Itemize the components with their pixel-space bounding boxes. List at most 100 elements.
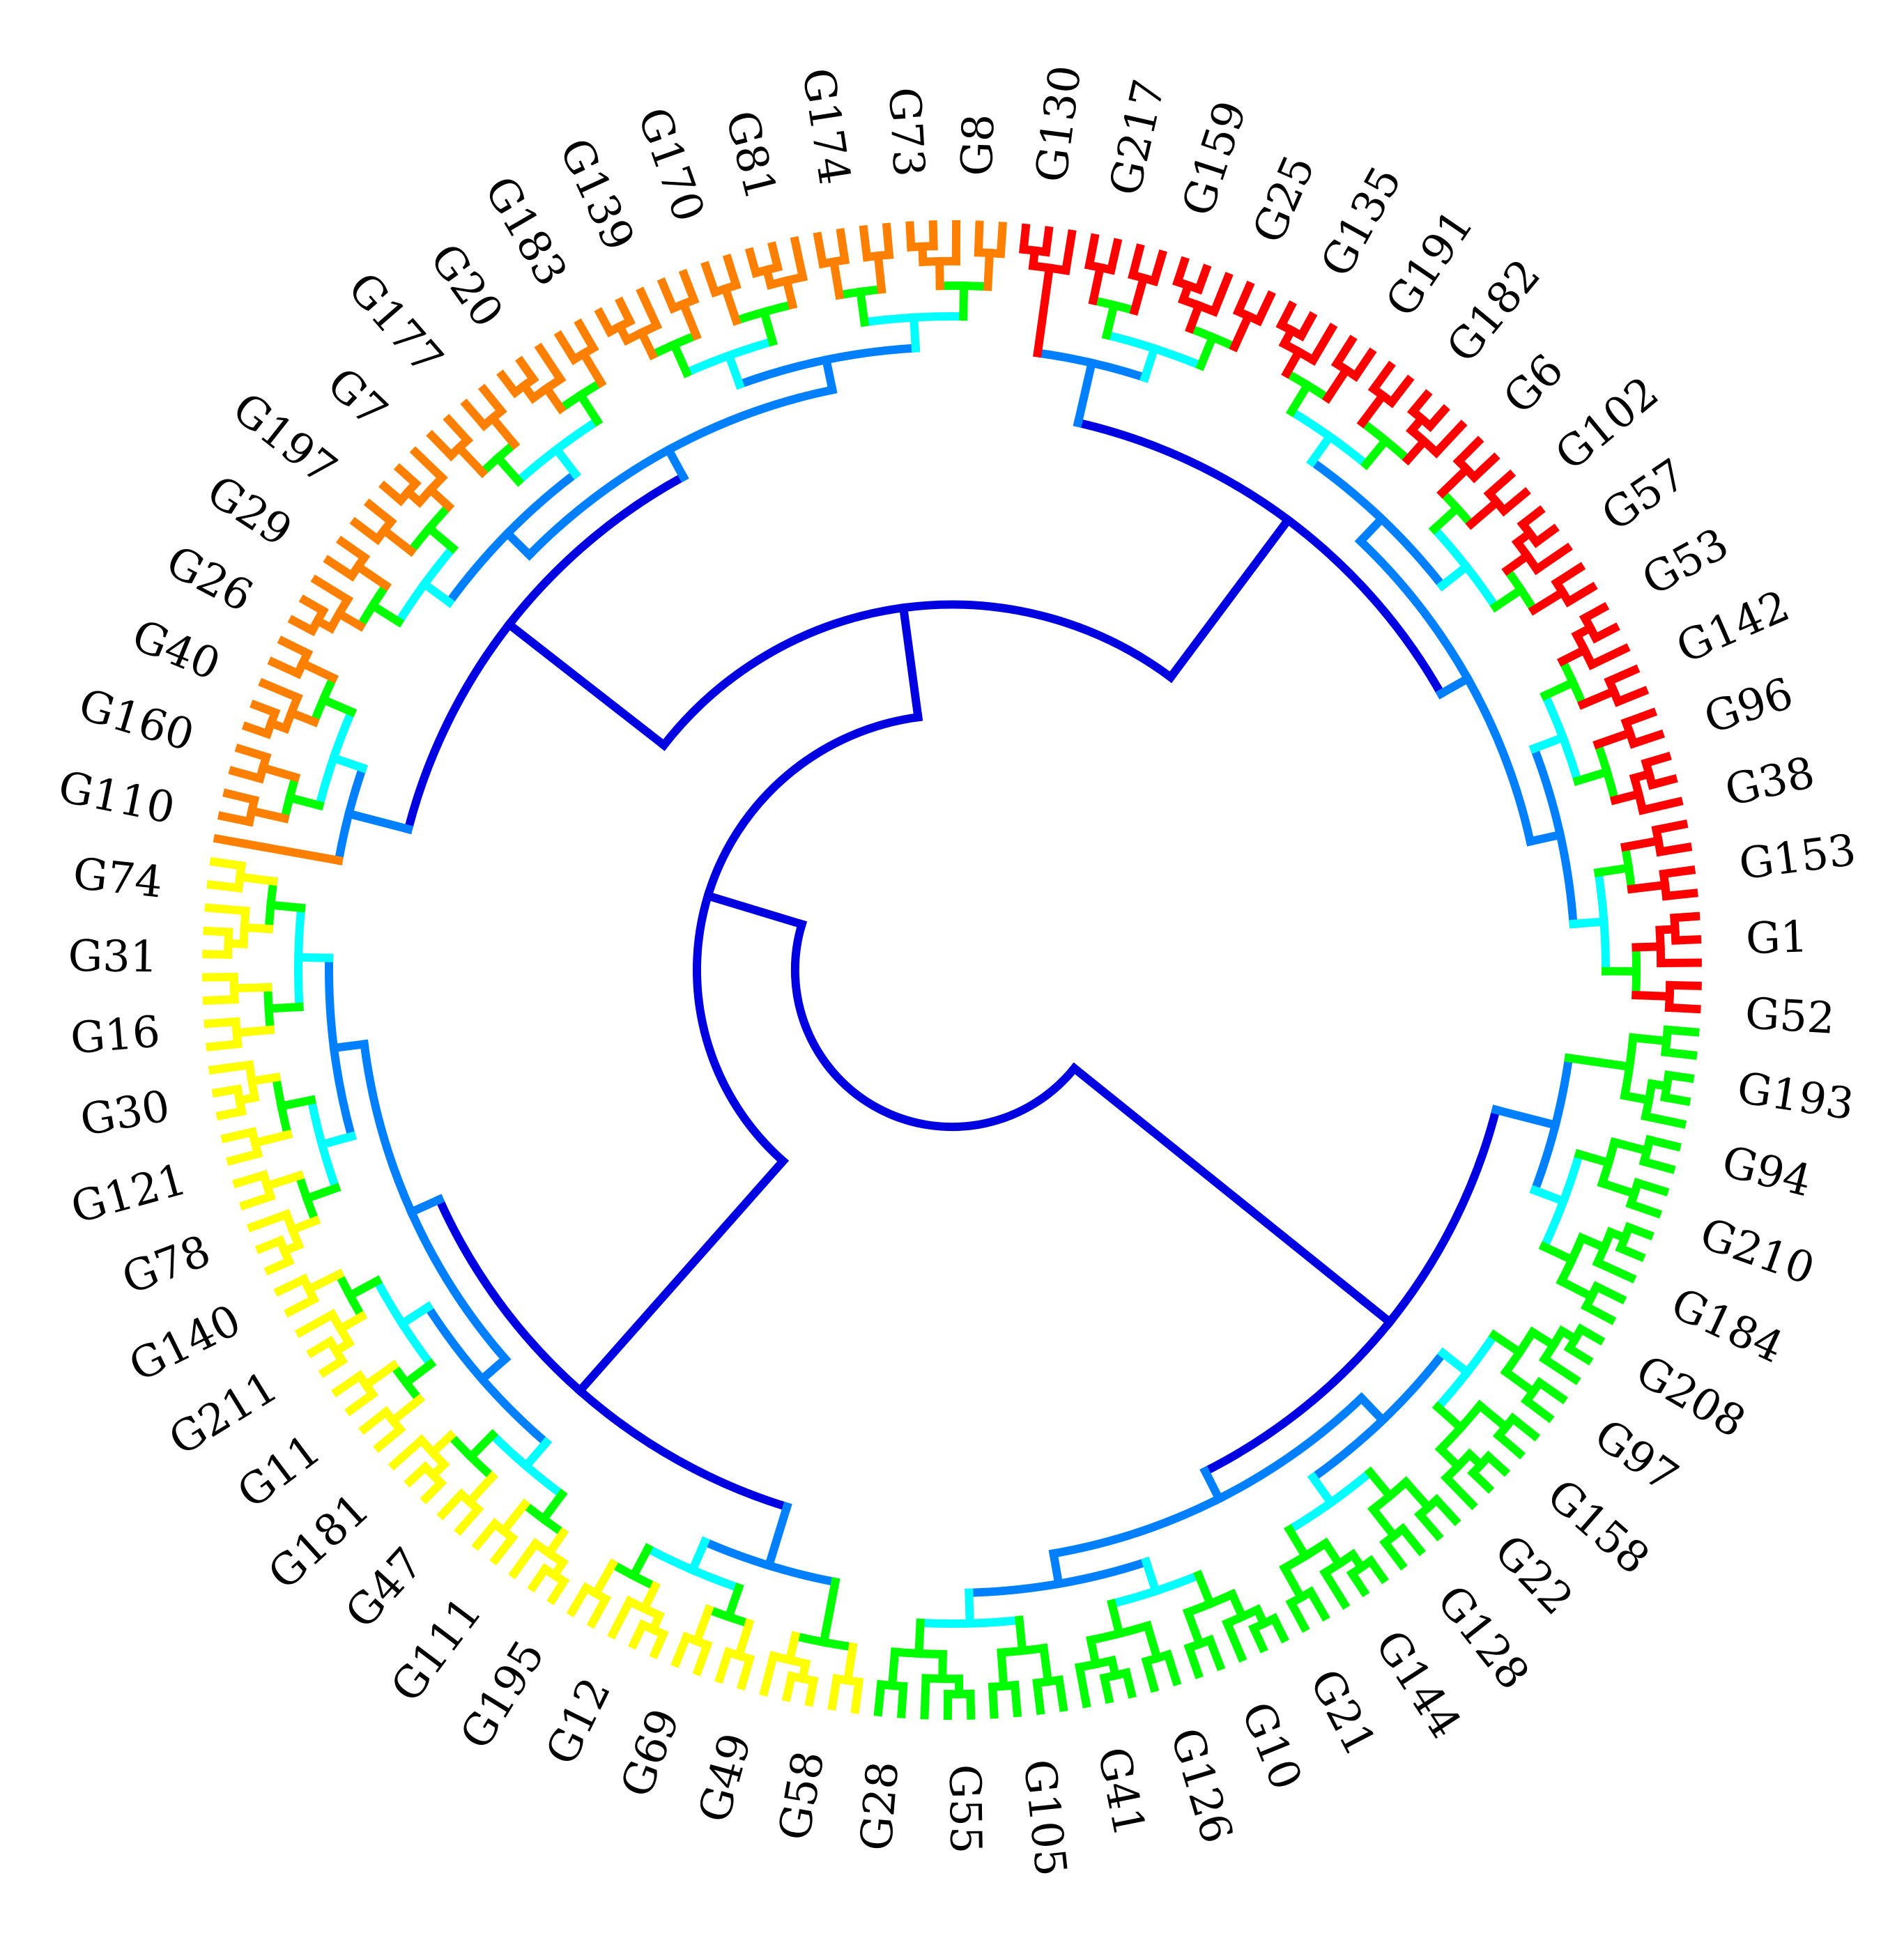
tree-branch	[1529, 1185, 1569, 1207]
tree-branch	[217, 811, 254, 827]
tree-branch	[1620, 707, 1658, 728]
tree-junction	[264, 876, 279, 934]
tree-junction	[1354, 535, 1535, 847]
tree-junction	[306, 1095, 341, 1194]
tree-junction	[734, 344, 921, 390]
tree-branch	[318, 694, 358, 718]
tree-junction	[1284, 1466, 1376, 1536]
tree-branch	[336, 535, 371, 564]
tree-branch	[476, 1353, 512, 1385]
tree-branch	[460, 398, 491, 431]
leaf-label-g10: G10	[1231, 1695, 1312, 1796]
tree-branch	[722, 253, 742, 291]
leaf-label-g30: G30	[77, 1080, 174, 1146]
tree-branch	[1671, 934, 1702, 945]
tree-junction	[859, 311, 968, 328]
tree-junction	[1088, 295, 1140, 316]
tree-branch	[578, 348, 607, 389]
tree-branch	[489, 1532, 519, 1566]
tree-branch	[228, 766, 266, 784]
tree-branch	[1657, 958, 1702, 968]
tree-junction	[1075, 1655, 1117, 1672]
tree-branch	[1407, 389, 1433, 417]
tree-junction	[523, 385, 838, 561]
tree-junction	[433, 1194, 792, 1512]
tree-branch	[1612, 686, 1650, 707]
tree-junction	[1028, 261, 1071, 275]
tree-junction	[1540, 689, 1583, 786]
tree-branch	[1467, 1467, 1495, 1494]
tree-branch	[546, 1576, 570, 1606]
tree-branch	[453, 442, 489, 479]
tree-branch	[1275, 300, 1297, 331]
tree-branch	[257, 762, 301, 783]
tree-branch	[378, 524, 417, 557]
tree-branch	[1204, 1634, 1226, 1672]
tree-branch	[264, 1002, 304, 1013]
tree-branch	[1625, 1199, 1663, 1219]
tree-branch	[723, 1583, 744, 1622]
leaf-label-g210: G210	[1694, 1208, 1821, 1295]
tree-branch	[423, 522, 459, 554]
leaf-label-g139: G139	[550, 130, 645, 258]
tree-branch	[1054, 1675, 1068, 1712]
tree-branch	[758, 307, 778, 347]
tree-branch	[1183, 1642, 1204, 1679]
tree-branch	[1107, 1599, 1125, 1639]
tree-branch	[306, 1335, 337, 1359]
tree-branch	[574, 1155, 790, 1397]
tree-branch	[898, 603, 923, 722]
tree-branch	[235, 872, 279, 886]
tree-branch	[1575, 1323, 1606, 1346]
tree-branch	[486, 412, 521, 450]
tree-branch	[1615, 1242, 1646, 1263]
leaf-label-g160: G160	[73, 679, 200, 761]
tree-branch	[1661, 888, 1698, 901]
tree-branch	[1253, 290, 1276, 327]
tree-junction	[1101, 330, 1207, 371]
tree-junction	[1501, 564, 1540, 616]
tree-branch	[744, 247, 762, 279]
tree-branch	[492, 452, 525, 487]
tree-branch	[1365, 1555, 1389, 1585]
tree-branch	[297, 658, 339, 684]
tree-branch	[1468, 452, 1500, 484]
tree-branch	[1068, 1062, 1367, 1305]
tree-branch	[813, 231, 828, 269]
tree-branch	[714, 1647, 734, 1684]
leaf-label-g41: G41	[1088, 1743, 1156, 1840]
tree-branch	[211, 1084, 243, 1098]
tree-branch	[1452, 436, 1484, 468]
tree-branch	[258, 677, 303, 703]
tree-branch	[1128, 243, 1145, 281]
tree-branch	[767, 241, 783, 272]
tree-branch	[827, 1674, 842, 1711]
tree-branch	[1563, 1342, 1594, 1366]
tree-branch	[636, 286, 663, 332]
tree-branch	[1498, 487, 1531, 517]
tree-branch	[909, 313, 921, 353]
tree-branch	[404, 1461, 431, 1488]
tree-branch	[859, 224, 872, 262]
tree-branch	[213, 833, 250, 849]
tree-junction	[239, 906, 250, 948]
tree-branch	[1431, 1401, 1467, 1434]
leaf-label-g53: G53	[1634, 518, 1737, 606]
tree-junction	[765, 272, 808, 290]
tree-branch	[1660, 1047, 1698, 1060]
tree-branch	[607, 1595, 636, 1640]
tree-branch	[1482, 1450, 1511, 1477]
tree-junction	[1620, 1033, 1638, 1101]
leaf-label-g20: G20	[420, 234, 514, 337]
tree-junction	[486, 1429, 568, 1501]
tree-branch	[443, 413, 474, 447]
leaf-label-g74: G74	[70, 847, 164, 907]
tree-branch	[1517, 505, 1546, 530]
leaf-label-g140: G140	[121, 1294, 249, 1392]
tree-branch	[344, 808, 414, 835]
tree-branch	[1579, 601, 1610, 624]
tree-branch	[997, 1648, 1008, 1691]
tree-branch	[1556, 1275, 1597, 1302]
tree-branch	[1061, 229, 1077, 275]
tree-junction	[1306, 456, 1448, 592]
